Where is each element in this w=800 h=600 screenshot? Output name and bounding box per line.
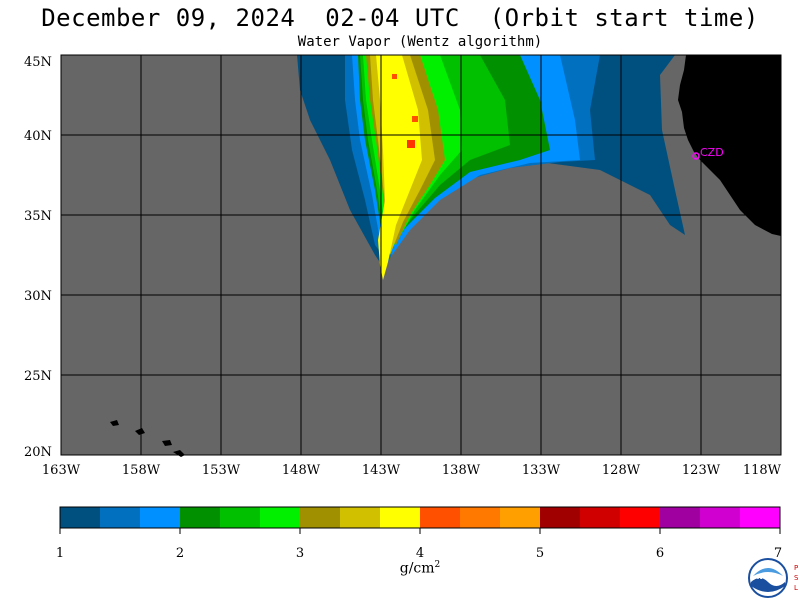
colorbar-swatch (700, 507, 740, 528)
lat-label: 30N (24, 289, 52, 304)
max-value-pixel (407, 140, 415, 148)
colorbar-swatch (620, 507, 660, 528)
island-maui (162, 440, 172, 446)
lon-label: 118W (743, 463, 782, 478)
colorbar-swatch (220, 507, 260, 528)
swath-band-yellow (376, 55, 422, 280)
logo-text: NOAA (757, 573, 780, 581)
max-value-pixel (392, 74, 397, 79)
lon-label: 143W (362, 463, 401, 478)
lon-labels: 163W 158W 153W 148W 143W 138W 133W 128W … (42, 463, 782, 478)
colorbar-swatch (660, 507, 700, 528)
colorbar-swatch (300, 507, 340, 528)
lon-gridlines (140, 55, 702, 455)
colorbar (59, 506, 781, 529)
colorbar-swatch (340, 507, 380, 528)
lon-label: 153W (202, 463, 241, 478)
noaa-logo: NOAA P S L (748, 558, 799, 598)
colorbar-ticks: 1 2 3 4 5 6 7 (56, 528, 782, 561)
lat-labels: 45N 40N 35N 30N 25N 20N (24, 55, 52, 460)
map-subtitle: Water Vapor (Wentz algorithm) (297, 34, 543, 50)
colorbar-unit-text: g/cm (399, 560, 435, 577)
max-value-pixel (412, 116, 418, 122)
lon-label: 133W (522, 463, 561, 478)
lat-label: 25N (24, 369, 52, 384)
lat-label: 40N (24, 129, 52, 144)
logo-side-letter: L (794, 584, 798, 592)
island-kauai (110, 420, 119, 426)
colorbar-tick-label: 2 (176, 546, 184, 561)
colorbar-tick-label: 5 (536, 546, 544, 561)
colorbar-swatch (420, 507, 460, 528)
lon-label: 123W (682, 463, 721, 478)
colorbar-tick-label: 4 (416, 546, 424, 561)
colorbar-swatch (140, 507, 180, 528)
colorbar-unit-exponent: 2 (434, 560, 441, 570)
colorbar-tick-label: 7 (774, 546, 782, 561)
map-title: December 09, 2024 02-04 UTC (Orbit start… (41, 4, 759, 32)
colorbar-swatch (260, 507, 300, 528)
lat-label: 20N (24, 445, 52, 460)
colorbar-swatch (380, 507, 420, 528)
colorbar-swatch (580, 507, 620, 528)
station-label: CZD (700, 146, 724, 159)
colorbar-tick-label: 3 (296, 546, 304, 561)
colorbar-swatch (740, 507, 780, 528)
lat-label: 45N (24, 55, 52, 70)
lat-gridlines (61, 134, 781, 376)
station-marker (692, 152, 700, 160)
lon-label: 138W (442, 463, 481, 478)
lat-label: 35N (24, 209, 52, 224)
land-north-america (678, 55, 781, 236)
logo-side-letter: P (794, 564, 798, 572)
logo-side-letter: S (794, 574, 799, 582)
island-oahu (135, 428, 145, 435)
lon-label: 148W (282, 463, 321, 478)
colorbar-swatch (180, 507, 220, 528)
colorbar-swatch (460, 507, 500, 528)
colorbar-swatch (100, 507, 140, 528)
colorbar-unit: g/cm2 (380, 560, 460, 577)
lon-label: 163W (42, 463, 81, 478)
colorbar-swatch (500, 507, 540, 528)
lon-label: 128W (602, 463, 641, 478)
colorbar-swatch (540, 507, 580, 528)
colorbar-tick-label: 6 (656, 546, 664, 561)
colorbar-swatch (60, 507, 100, 528)
colorbar-tick-label: 1 (56, 546, 64, 561)
lon-label: 158W (122, 463, 161, 478)
